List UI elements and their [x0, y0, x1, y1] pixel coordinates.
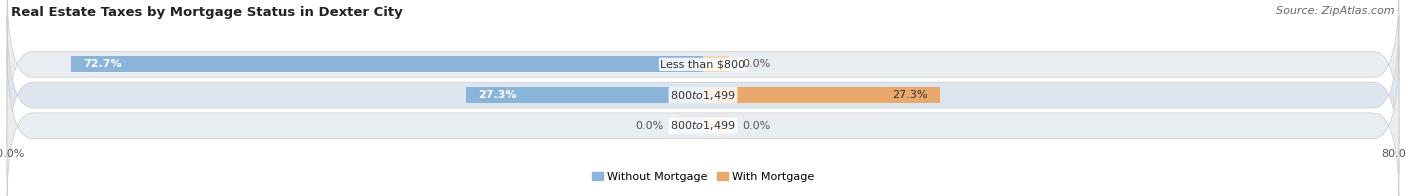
Text: Less than $800: Less than $800 — [661, 59, 745, 69]
Text: Source: ZipAtlas.com: Source: ZipAtlas.com — [1277, 6, 1395, 16]
Text: 72.7%: 72.7% — [83, 59, 122, 69]
Bar — [676, 118, 703, 134]
Bar — [465, 87, 703, 103]
Text: Real Estate Taxes by Mortgage Status in Dexter City: Real Estate Taxes by Mortgage Status in … — [11, 6, 404, 19]
Text: 27.3%: 27.3% — [891, 90, 928, 100]
FancyBboxPatch shape — [7, 16, 1399, 174]
Bar — [703, 118, 730, 134]
Text: 0.0%: 0.0% — [636, 121, 664, 131]
Text: 0.0%: 0.0% — [742, 59, 770, 69]
Bar — [703, 56, 730, 72]
Text: $800 to $1,499: $800 to $1,499 — [671, 119, 735, 132]
Bar — [70, 56, 703, 72]
FancyBboxPatch shape — [7, 46, 1399, 196]
Legend: Without Mortgage, With Mortgage: Without Mortgage, With Mortgage — [588, 167, 818, 186]
Text: $800 to $1,499: $800 to $1,499 — [671, 89, 735, 102]
Text: 0.0%: 0.0% — [742, 121, 770, 131]
Bar — [703, 87, 941, 103]
FancyBboxPatch shape — [7, 0, 1399, 144]
Text: 27.3%: 27.3% — [478, 90, 517, 100]
